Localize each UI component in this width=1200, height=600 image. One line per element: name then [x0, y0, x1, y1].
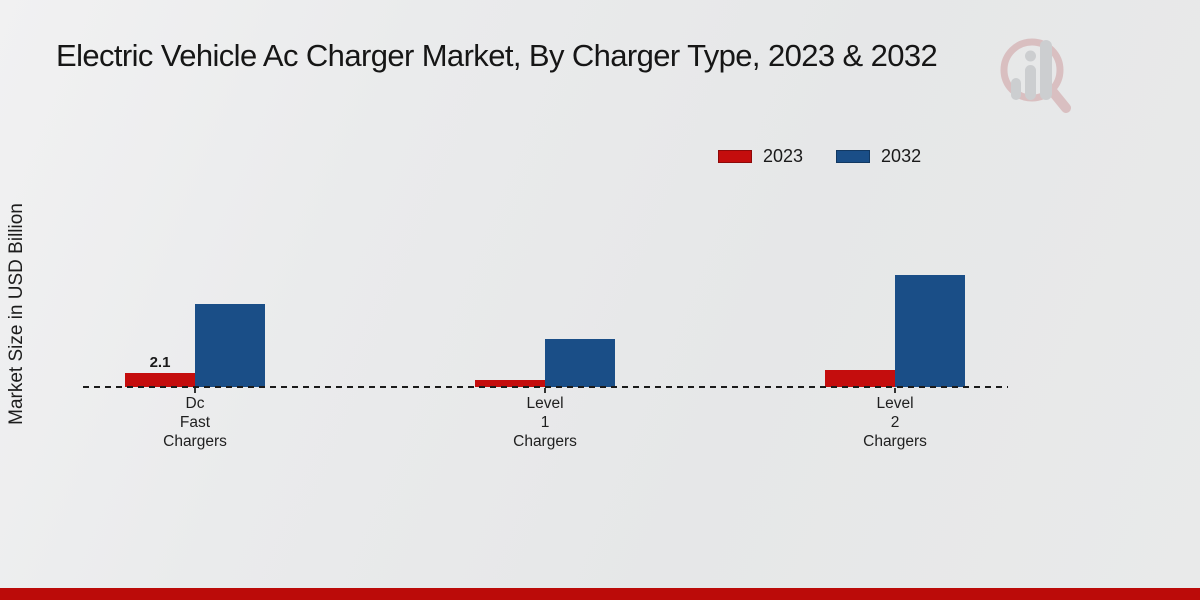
footer-accent-bar [0, 588, 1200, 600]
chart-title: Electric Vehicle Ac Charger Market, By C… [56, 38, 938, 73]
x-axis-tick-dc-fast-chargers [194, 388, 196, 393]
x-tick-label-level-2-chargers: Level 2 Chargers [863, 395, 927, 450]
legend-item-2023: 2023 [718, 146, 803, 167]
data-label-2023-dc-fast-chargers: 2.1 [149, 354, 171, 371]
bar-2023-level-1-chargers [475, 380, 545, 387]
y-axis-label: Market Size in USD Billion [6, 203, 27, 425]
legend: 2023 2032 [718, 146, 921, 167]
bar-2032-level-2-chargers [895, 275, 965, 387]
legend-label-2032: 2032 [881, 146, 922, 166]
legend-swatch-2032 [836, 150, 871, 163]
x-axis-tick-level-2-chargers [894, 388, 896, 393]
x-tick-label-dc-fast-chargers: Dc Fast Chargers [163, 395, 227, 450]
bar-2023-level-2-chargers [825, 370, 895, 387]
bar-2023-dc-fast-chargers [125, 373, 195, 387]
bar-2032-level-1-chargers [545, 339, 615, 387]
x-axis-tick-level-1-chargers [544, 388, 546, 393]
legend-label-2023: 2023 [763, 146, 804, 166]
legend-swatch-2023 [718, 150, 752, 163]
x-tick-label-level-1-chargers: Level 1 Chargers [513, 395, 577, 450]
bar-2032-dc-fast-chargers [195, 304, 265, 387]
legend-item-2032: 2032 [836, 146, 921, 167]
magnifier-bar-chart-logo-icon [1000, 38, 1071, 113]
x-axis-baseline [83, 386, 1008, 388]
